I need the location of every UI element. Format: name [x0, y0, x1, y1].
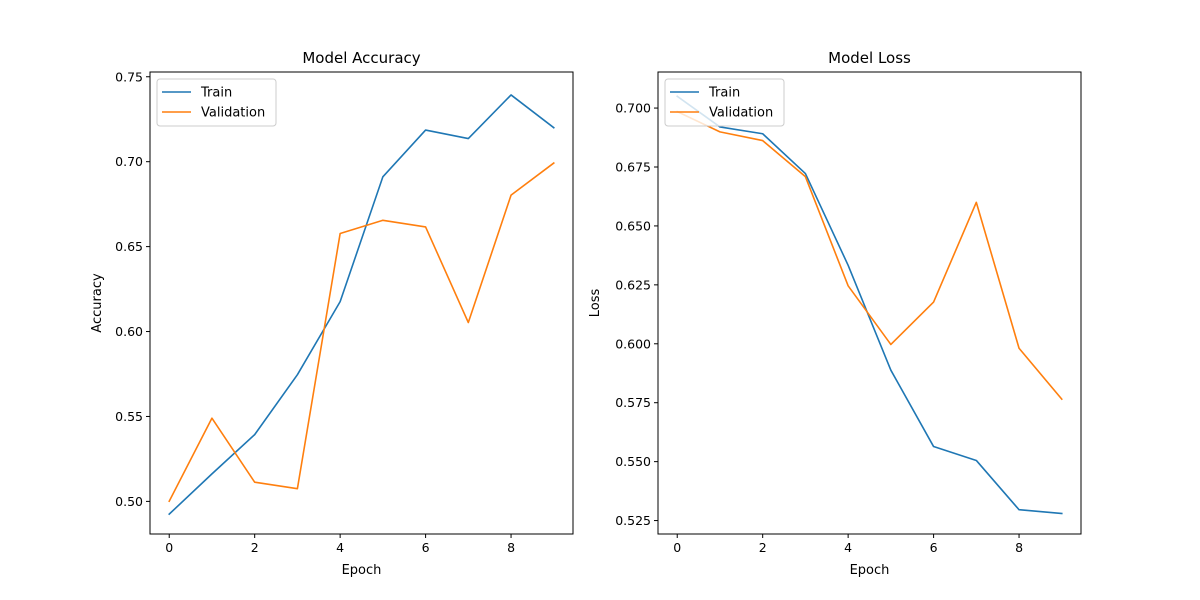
x-tick-label: 0 [673, 540, 681, 555]
series-line-validation [676, 110, 1063, 401]
series-line-train [676, 95, 1063, 515]
x-tick-label: 8 [507, 540, 515, 555]
y-tick-label: 0.675 [615, 159, 651, 174]
y-tick-label: 0.525 [615, 513, 651, 528]
axes-frame [657, 71, 1082, 535]
y-axis-label: Accuracy [90, 273, 105, 333]
axes-frame [149, 71, 574, 535]
legend: Train Validation [156, 78, 277, 127]
y-tick-label: 0.625 [615, 277, 651, 292]
x-tick-label: 4 [336, 540, 344, 555]
x-tick-label: 2 [251, 540, 259, 555]
y-tick-label: 0.60 [115, 324, 143, 339]
y-tick-label: 0.550 [615, 454, 651, 469]
x-tick-label: 6 [422, 540, 430, 555]
x-tick-label: 0 [165, 540, 173, 555]
y-tick-label: 0.55 [115, 409, 143, 424]
chart-panel-2: 0 2 4 6 8 0.525 0.550 0.575 0.600 0.625 0.650 0.675… [588, 49, 1082, 578]
chart-title: Model Loss [828, 49, 911, 67]
legend-box [664, 78, 785, 127]
chart-panel-1: 0 2 4 6 8 0.50 0.55 0.60 0.65 0.70 0.75 Model Accur… [90, 49, 574, 578]
x-axis-label: Epoch [850, 563, 890, 578]
y-tick-label: 0.65 [115, 239, 143, 254]
y-axis-label: Loss [588, 289, 603, 318]
series-line-train [168, 94, 555, 516]
x-tick-label: 2 [759, 540, 767, 555]
y-tick-label: 0.70 [115, 154, 143, 169]
y-tick-label: 0.50 [115, 494, 143, 509]
x-tick-label: 6 [930, 540, 938, 555]
series-line-validation [168, 161, 555, 503]
legend-label-validation: Validation [201, 106, 265, 121]
legend: Train Validation [664, 78, 785, 127]
legend-label-train: Train [200, 86, 232, 101]
legend-label-validation: Validation [709, 106, 773, 121]
y-tick-label: 0.650 [615, 218, 651, 233]
x-axis-label: Epoch [342, 563, 382, 578]
legend-label-train: Train [708, 86, 740, 101]
y-tick-label: 0.575 [615, 395, 651, 410]
legend-box [156, 78, 277, 127]
chart-title: Model Accuracy [302, 49, 420, 67]
y-tick-label: 0.75 [115, 69, 143, 84]
y-tick-label: 0.700 [615, 101, 651, 116]
x-tick-label: 8 [1015, 540, 1023, 555]
x-tick-label: 4 [844, 540, 852, 555]
y-tick-label: 0.600 [615, 336, 651, 351]
